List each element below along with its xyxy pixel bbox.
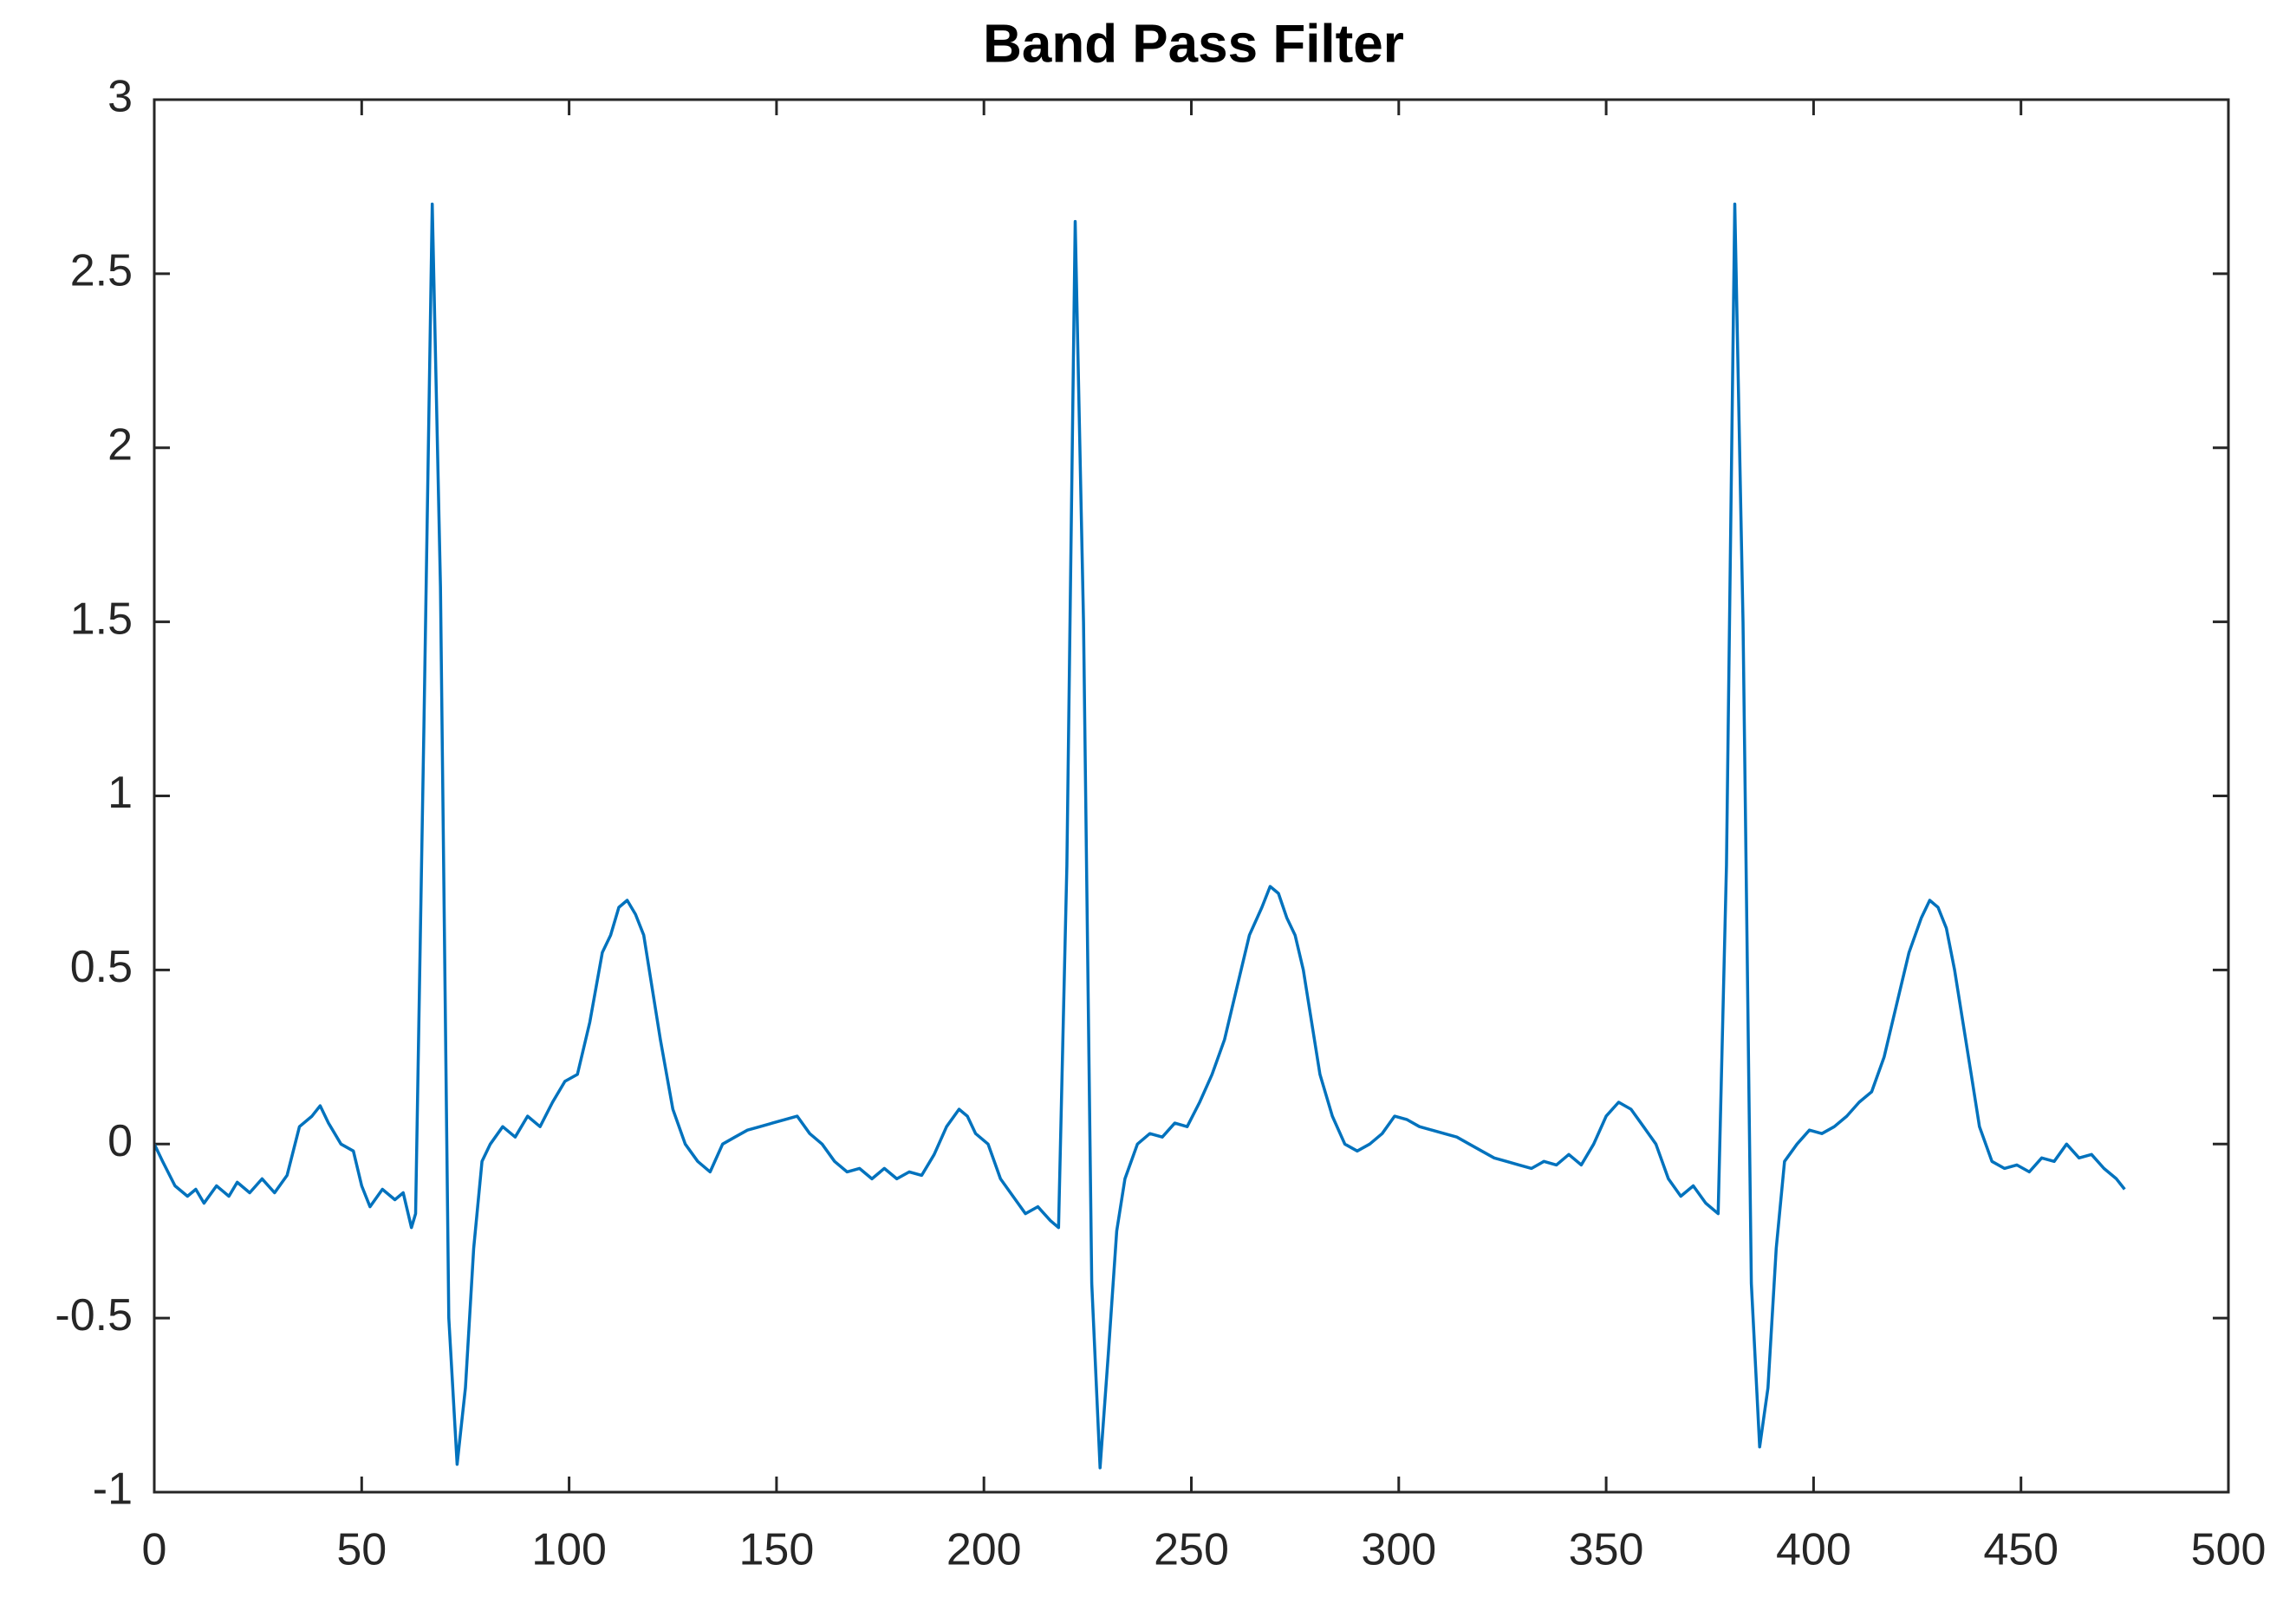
y-tick-label: 0 xyxy=(107,1116,133,1166)
x-tick-label: 500 xyxy=(2191,1525,2267,1575)
x-tick-label: 300 xyxy=(1361,1525,1436,1575)
x-tick-label: 450 xyxy=(1983,1525,2059,1575)
line-series xyxy=(153,202,2126,1470)
y-tick-label: 2 xyxy=(107,419,133,470)
chart-title: Band Pass Filter xyxy=(983,14,1404,74)
x-tick-label: 150 xyxy=(739,1525,815,1575)
x-tick-label: 100 xyxy=(531,1525,607,1575)
y-tick-label: 1 xyxy=(107,768,133,818)
y-tick-label: 3 xyxy=(107,72,133,122)
x-tick-label: 0 xyxy=(142,1525,167,1575)
x-tick-label: 350 xyxy=(1569,1525,1644,1575)
x-tick-label: 200 xyxy=(946,1525,1022,1575)
y-tick-label: -1 xyxy=(93,1464,133,1515)
y-tick-label: -0.5 xyxy=(55,1290,133,1341)
y-tick-label: 1.5 xyxy=(70,594,133,644)
y-tick-label: 0.5 xyxy=(70,942,133,992)
y-tick-label: 2.5 xyxy=(70,246,133,296)
x-tick-label: 250 xyxy=(1154,1525,1229,1575)
x-tick-label: 50 xyxy=(336,1525,387,1575)
x-tick-label: 400 xyxy=(1776,1525,1851,1575)
plot-frame xyxy=(153,98,2230,1494)
